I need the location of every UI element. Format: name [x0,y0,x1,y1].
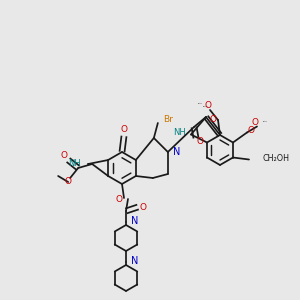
Text: O: O [196,137,203,146]
Text: N: N [131,216,138,226]
Text: O: O [121,125,128,134]
Text: O: O [209,115,217,124]
Text: N: N [131,256,138,266]
Text: O: O [64,178,72,187]
Text: O: O [61,152,68,160]
Text: O: O [205,100,212,109]
Text: CH₂OH: CH₂OH [263,154,290,163]
Text: N: N [173,147,180,157]
Text: NH: NH [68,158,81,167]
Text: methyl: methyl [198,102,203,104]
Text: methoxy: methoxy [203,105,209,106]
Text: methyl: methyl [262,121,267,122]
Text: O: O [251,118,259,127]
Text: NH: NH [173,128,186,137]
Text: O: O [248,126,254,135]
Text: O: O [140,202,146,211]
Text: Br: Br [163,116,173,124]
Text: O: O [116,194,122,203]
